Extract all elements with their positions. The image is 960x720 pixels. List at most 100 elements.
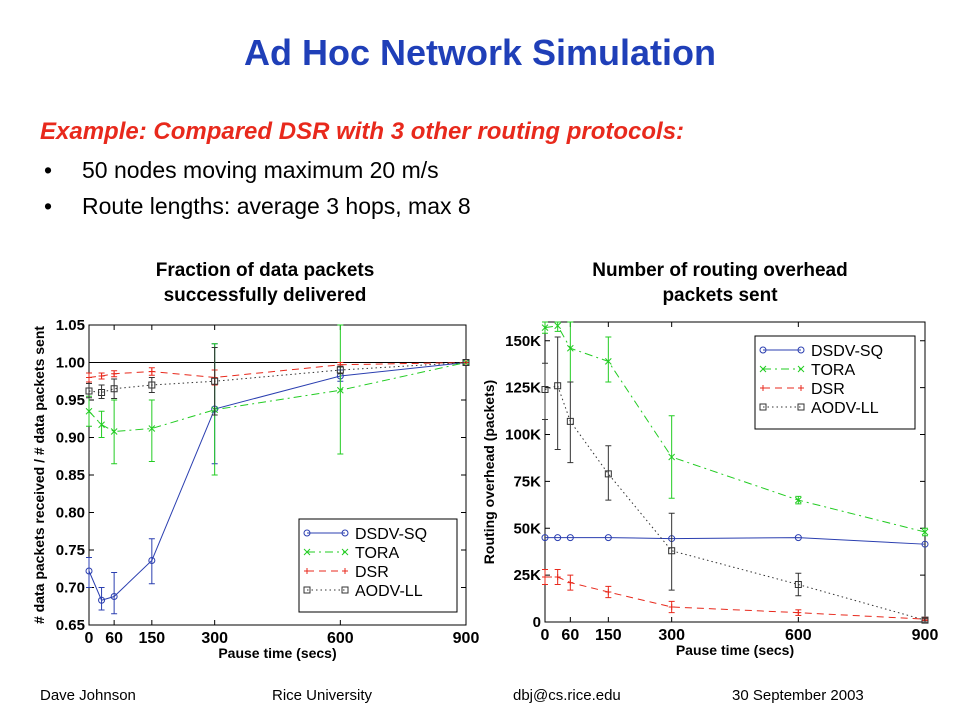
bullet-text: 50 nodes moving maximum 20 m/s: [82, 157, 439, 183]
square-marker: [794, 581, 802, 588]
circle-marker: [110, 593, 118, 600]
y-tick-label: 0.85: [56, 467, 85, 484]
legend-label: DSDV-SQ: [355, 526, 427, 543]
x-marker: [98, 421, 105, 429]
legend-label: DSR: [355, 564, 389, 581]
bullet-symbol: •: [44, 193, 53, 219]
y-tick-label: 0.70: [56, 580, 85, 597]
legend-label: TORA: [811, 362, 855, 379]
footer-date: 30 September 2003: [732, 687, 864, 704]
x-marker: [921, 528, 929, 536]
legend-box: [754, 335, 916, 430]
legend-box: [298, 518, 458, 613]
square-marker: [98, 389, 106, 396]
y-tick-label: 75K: [513, 473, 541, 490]
square-marker: [797, 403, 805, 411]
right-x-axis-label: Pause time (secs): [676, 642, 794, 658]
x-marker: [566, 344, 574, 352]
square-marker: [211, 377, 219, 385]
circle-marker: [541, 534, 549, 542]
square-marker: [85, 387, 93, 395]
series-line: [545, 537, 926, 545]
bullet-text: Route lengths: average 3 hops, max 8: [82, 193, 471, 219]
square-marker: [148, 381, 156, 389]
circle-marker: [554, 534, 562, 542]
x-tick-label: 60: [105, 630, 123, 647]
bullet-item: • 50 nodes moving maximum 20 m/s: [44, 152, 471, 188]
square-marker: [668, 547, 676, 555]
x-marker: [336, 386, 344, 394]
square-marker: [462, 359, 470, 366]
square-marker: [336, 366, 344, 374]
square-marker: [110, 385, 118, 393]
right-legend: DSDV-SQ TORA DSR AODV-LL: [754, 335, 916, 430]
x-marker: [604, 358, 612, 365]
x-marker: [554, 322, 562, 330]
legend-label: DSDV-SQ: [811, 343, 883, 360]
y-tick-label: 100K: [505, 427, 541, 444]
x-tick-label: 0: [541, 627, 550, 644]
y-tick-label: 0.65: [56, 617, 85, 634]
right-chart: 0 60 150 300 600 900 0 25K 50K 75K 100K 125K 150K Pau…: [481, 321, 938, 658]
x-marker: [759, 365, 767, 373]
left-chart: 0 60 150 300 600 900 0.65 0.70 0.75 0.80 0.85 0.90 0…: [31, 317, 479, 661]
x-marker: [85, 407, 93, 415]
x-tick-label: 300: [658, 627, 685, 644]
left-chart-title: Fraction of data packets successfully de…: [80, 258, 450, 308]
y-tick-label: 25K: [513, 567, 541, 584]
square-marker: [554, 382, 562, 390]
left-chart-title-line: Fraction of data packets: [155, 260, 375, 281]
x-marker: [303, 548, 311, 556]
circle-marker: [921, 540, 929, 548]
footer-email: dbj@cs.rice.edu: [513, 687, 621, 704]
footer-author: Dave Johnson: [40, 687, 136, 704]
left-series-aodv-ll: [85, 347, 470, 416]
x-tick-label: 600: [327, 630, 354, 647]
circle-marker: [85, 567, 93, 575]
square-marker: [541, 386, 549, 393]
square-marker: [759, 403, 767, 411]
bullet-symbol: •: [44, 157, 53, 183]
y-tick-label: 0.95: [56, 392, 85, 409]
circle-marker: [566, 534, 574, 542]
square-marker: [341, 586, 349, 594]
slide-title: Ad Hoc Network Simulation: [243, 32, 717, 73]
circle-marker: [98, 596, 106, 604]
y-tick-label: 1.05: [56, 317, 85, 334]
bullet-list: • 50 nodes moving maximum 20 m/s • Route…: [44, 152, 471, 224]
legend-label: AODV-LL: [811, 400, 879, 417]
circle-marker: [759, 346, 767, 354]
left-x-axis-label: Pause time (secs): [218, 645, 336, 661]
y-tick-label: 50K: [513, 520, 541, 537]
circle-marker: [341, 529, 349, 537]
right-chart-title-line: Number of routing overhead: [592, 260, 848, 281]
x-tick-label: 300: [201, 630, 228, 647]
circle-marker: [303, 529, 311, 537]
y-tick-label: 1.00: [56, 355, 85, 372]
x-marker: [797, 365, 805, 373]
left-legend: DSDV-SQ TORA DSR AODV-LL: [298, 518, 458, 613]
x-marker: [110, 428, 118, 435]
right-chart-title: Number of routing overhead packets sent: [530, 258, 910, 308]
x-tick-label: 60: [561, 627, 579, 644]
left-y-axis-label: # data packets received / # data packets…: [31, 326, 47, 624]
y-tick-label: 0.75: [56, 542, 85, 559]
right-series-aodv-ll: [541, 336, 929, 624]
x-tick-label: 600: [785, 627, 812, 644]
legend-label: DSR: [811, 381, 845, 398]
circle-marker: [604, 534, 612, 542]
legend-label: TORA: [355, 545, 399, 562]
square-marker: [921, 616, 929, 624]
y-tick-label: 0: [533, 614, 541, 631]
square-marker: [566, 417, 574, 425]
y-tick-label: 0.90: [56, 430, 85, 447]
bullet-item: • Route lengths: average 3 hops, max 8: [44, 188, 471, 224]
right-chart-title-line: packets sent: [662, 285, 778, 306]
x-marker: [668, 453, 676, 461]
y-tick-label: 150K: [505, 333, 541, 350]
x-tick-label: 0: [85, 630, 94, 647]
left-chart-title-line: successfully delivered: [163, 285, 367, 306]
x-tick-label: 900: [453, 630, 480, 647]
x-marker: [148, 425, 156, 432]
